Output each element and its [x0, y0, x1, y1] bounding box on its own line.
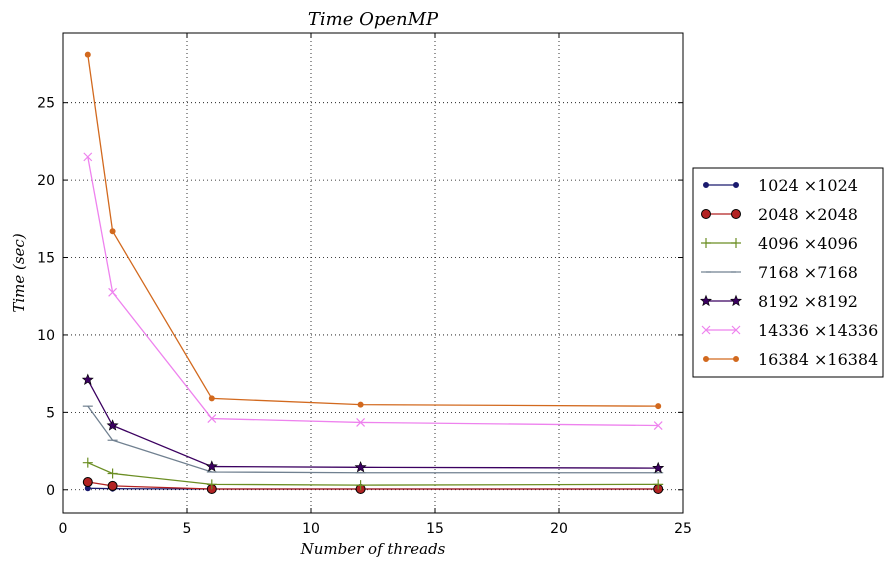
- x-tick-label: 20: [550, 521, 568, 537]
- data-point: [106, 419, 119, 431]
- y-tick-label: 20: [37, 173, 55, 189]
- data-point: [205, 460, 218, 472]
- legend-marker: [729, 294, 743, 307]
- data-point: [107, 480, 118, 491]
- legend-entry: 16384 ×16384: [703, 350, 878, 369]
- series-6: [84, 51, 662, 410]
- data-point: [206, 479, 217, 490]
- y-tick-label: 5: [46, 405, 55, 421]
- legend-label: 1024 ×1024: [758, 176, 858, 195]
- series-line: [87, 462, 659, 486]
- series-line: [87, 54, 659, 407]
- legend-marker: [701, 238, 711, 248]
- series-line: [87, 379, 659, 469]
- x-tick-label: 5: [183, 521, 192, 537]
- chart-title: Time OpenMP: [308, 9, 439, 30]
- series-5: [83, 152, 663, 430]
- series-line: [87, 405, 659, 474]
- data-point: [82, 457, 93, 468]
- legend: 1024 ×1024 2048 ×2048 4096 ×4096 7168 ×7168…: [692, 167, 884, 378]
- data-point: [655, 403, 662, 410]
- legend-label: 2048 ×2048: [758, 205, 858, 224]
- data-point: [108, 287, 118, 297]
- legend-entry: 1024 ×1024: [703, 176, 858, 195]
- data-point: [207, 414, 217, 423]
- data-point: [653, 421, 663, 430]
- data-point: [107, 468, 118, 479]
- legend-marker: [699, 294, 713, 307]
- axis-ticks: 0 5 10 15 20 25 0 5 10 15 20 25: [37, 33, 692, 537]
- y-tick-label: 25: [37, 96, 55, 112]
- y-axis-label: Time (sec): [10, 233, 28, 312]
- legend-label: 4096 ×4096: [758, 234, 858, 253]
- data-point: [81, 373, 94, 385]
- series-2: [82, 457, 664, 491]
- legend-marker: [731, 209, 741, 219]
- series-layer: [81, 51, 665, 494]
- legend-label: 8192 ×8192: [758, 292, 858, 311]
- x-tick-label: 15: [426, 521, 444, 537]
- legend-marker: [703, 356, 709, 362]
- x-tick-label: 0: [59, 521, 68, 537]
- data-point: [357, 401, 364, 408]
- y-tick-label: 0: [46, 483, 55, 499]
- legend-entry: 7168 ×7168: [701, 263, 858, 282]
- legend-marker: [701, 209, 711, 219]
- legend-marker: [701, 325, 711, 335]
- data-point: [208, 395, 215, 402]
- data-point: [653, 479, 664, 490]
- data-point: [83, 152, 93, 162]
- y-tick-label: 15: [37, 251, 55, 267]
- x-tick-label: 10: [302, 521, 320, 537]
- series-4: [81, 373, 665, 474]
- legend-marker: [703, 182, 709, 188]
- data-point: [109, 228, 116, 235]
- series-3: [82, 405, 664, 474]
- data-point: [652, 461, 665, 474]
- legend-marker: [731, 238, 741, 248]
- legend-marker: [733, 182, 739, 188]
- data-point: [355, 480, 366, 491]
- x-axis-label: Number of threads: [300, 540, 446, 558]
- legend-marker: [731, 325, 741, 335]
- data-point: [356, 417, 366, 427]
- grid: [63, 33, 683, 513]
- data-point: [354, 461, 367, 473]
- series-line: [87, 156, 659, 427]
- legend-marker: [733, 356, 739, 362]
- plot-frame: [62, 32, 684, 514]
- data-point: [84, 51, 91, 58]
- y-tick-label: 10: [37, 328, 55, 344]
- legend-label: 14336 ×14336: [758, 321, 878, 340]
- data-point: [82, 477, 93, 488]
- legend-entry: 8192 ×8192: [699, 292, 858, 311]
- legend-label: 16384 ×16384: [758, 350, 878, 369]
- legend-entry: 2048 ×2048: [701, 205, 858, 224]
- legend-label: 7168 ×7168: [758, 263, 858, 282]
- legend-entry: 14336 ×14336: [701, 321, 878, 340]
- x-tick-label: 25: [674, 521, 692, 537]
- legend-entry: 4096 ×4096: [701, 234, 858, 253]
